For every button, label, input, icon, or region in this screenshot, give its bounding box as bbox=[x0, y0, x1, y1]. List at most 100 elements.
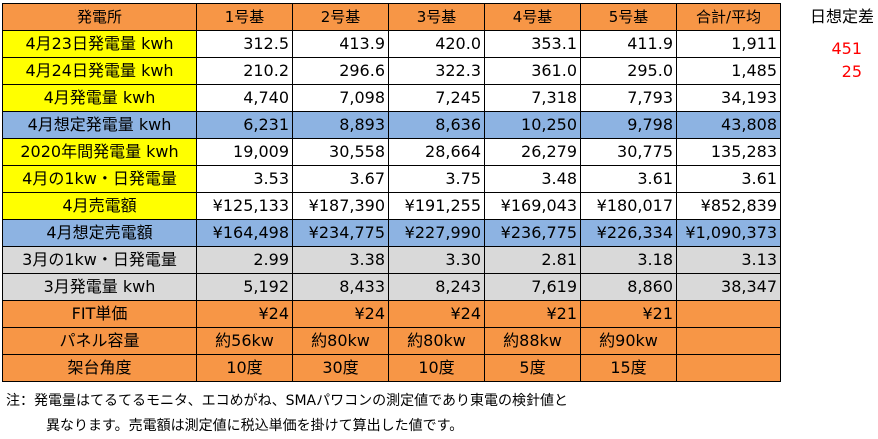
row-label: パネル容量 bbox=[2, 327, 197, 355]
table-cell bbox=[676, 300, 781, 328]
header-row: 発電所 1号基 2号基 3号基 4号基 5号基 合計/平均 bbox=[2, 3, 781, 31]
table-row: 3月発電量 kwh 5,192 8,433 8,243 7,619 8,860 … bbox=[2, 273, 781, 301]
table-cell: 312.5 bbox=[196, 30, 293, 58]
table-cell: 26,279 bbox=[484, 138, 581, 166]
generation-table: 発電所 1号基 2号基 3号基 4号基 5号基 合計/平均 4月23日発電量 k… bbox=[2, 3, 781, 382]
table-cell: ¥187,390 bbox=[292, 192, 389, 220]
table-cell: 361.0 bbox=[484, 57, 581, 85]
table-row: 4月発電量 kwh 4,740 7,098 7,245 7,318 7,793 … bbox=[2, 84, 781, 112]
row-label: 4月発電量 kwh bbox=[2, 84, 197, 112]
table-cell: 15度 bbox=[580, 354, 677, 382]
table-cell: ¥180,017 bbox=[580, 192, 677, 220]
table-cell: 135,283 bbox=[676, 138, 781, 166]
table-cell: 約80kw bbox=[388, 327, 485, 355]
table-cell: 296.6 bbox=[292, 57, 389, 85]
table-cell: 3.53 bbox=[196, 165, 293, 193]
table-cell: 7,098 bbox=[292, 84, 389, 112]
table-cell: 420.0 bbox=[388, 30, 485, 58]
table-cell: 411.9 bbox=[580, 30, 677, 58]
table-cell: 295.0 bbox=[580, 57, 677, 85]
header-unit-5: 5号基 bbox=[580, 3, 677, 31]
table-cell: 4,740 bbox=[196, 84, 293, 112]
row-label: 4月想定発電量 kwh bbox=[2, 111, 197, 139]
table-cell: ¥1,090,373 bbox=[676, 219, 781, 247]
row-label: FIT単価 bbox=[2, 300, 197, 328]
table-cell: 8,433 bbox=[292, 273, 389, 301]
table-cell: 210.2 bbox=[196, 57, 293, 85]
table-row: 4月想定売電額 ¥164,498 ¥234,775 ¥227,990 ¥236,… bbox=[2, 219, 781, 247]
table-cell: 6,231 bbox=[196, 111, 293, 139]
row-label: 4月の1kw・日発電量 bbox=[2, 165, 197, 193]
table-cell: 2.81 bbox=[484, 246, 581, 274]
row-label: 2020年間発電量 kwh bbox=[2, 138, 197, 166]
table-cell: 30度 bbox=[292, 354, 389, 382]
table-cell: ¥24 bbox=[292, 300, 389, 328]
table-row: 3月の1kw・日発電量 2.99 3.38 3.30 2.81 3.18 3.1… bbox=[2, 246, 781, 274]
table-cell: ¥227,990 bbox=[388, 219, 485, 247]
table-cell: 34,193 bbox=[676, 84, 781, 112]
table-row: 4月売電額 ¥125,133 ¥187,390 ¥191,255 ¥169,04… bbox=[2, 192, 781, 220]
table-row: FIT単価 ¥24 ¥24 ¥24 ¥21 ¥21 bbox=[2, 300, 781, 328]
table-row: 4月24日発電量 kwh 210.2 296.6 322.3 361.0 295… bbox=[2, 57, 781, 85]
table-cell: 約80kw bbox=[292, 327, 389, 355]
table-cell bbox=[676, 354, 781, 382]
table-cell: 8,636 bbox=[388, 111, 485, 139]
table-cell: 3.18 bbox=[580, 246, 677, 274]
table-cell: ¥164,498 bbox=[196, 219, 293, 247]
table-cell: 7,318 bbox=[484, 84, 581, 112]
row-label: 3月の1kw・日発電量 bbox=[2, 246, 197, 274]
table-row: 4月の1kw・日発電量 3.53 3.67 3.75 3.48 3.61 3.6… bbox=[2, 165, 781, 193]
daily-expected-diff-title: 日想定差 bbox=[809, 7, 874, 26]
table-cell: 5度 bbox=[484, 354, 581, 382]
header-unit-1: 1号基 bbox=[196, 3, 293, 31]
table-cell: 413.9 bbox=[292, 30, 389, 58]
daily-expected-diff-value: 25 bbox=[841, 62, 862, 81]
table-cell: ¥24 bbox=[388, 300, 485, 328]
table-cell: ¥21 bbox=[580, 300, 677, 328]
table-cell: 8,243 bbox=[388, 273, 485, 301]
table-cell bbox=[676, 327, 781, 355]
table-row: 架台角度 10度 30度 10度 5度 15度 bbox=[2, 354, 781, 382]
footnote-line: 異なります。売電額は測定値に税込単価を掛けて算出した値です。 bbox=[46, 418, 464, 434]
table-cell: ¥852,839 bbox=[676, 192, 781, 220]
table-cell: 19,009 bbox=[196, 138, 293, 166]
table-row: 4月23日発電量 kwh 312.5 413.9 420.0 353.1 411… bbox=[2, 30, 781, 58]
table-row: 4月想定発電量 kwh 6,231 8,893 8,636 10,250 9,7… bbox=[2, 111, 781, 139]
table-cell: 1,911 bbox=[676, 30, 781, 58]
table-cell: 7,619 bbox=[484, 273, 581, 301]
table-cell: 2.99 bbox=[196, 246, 293, 274]
table-cell: 約90kw bbox=[580, 327, 677, 355]
table-cell: ¥125,133 bbox=[196, 192, 293, 220]
table-cell: 7,793 bbox=[580, 84, 677, 112]
table-cell: 3.48 bbox=[484, 165, 581, 193]
table-cell: 322.3 bbox=[388, 57, 485, 85]
row-label: 架台角度 bbox=[2, 354, 197, 382]
table-cell: 38,347 bbox=[676, 273, 781, 301]
table-cell: 3.30 bbox=[388, 246, 485, 274]
table-cell: 8,893 bbox=[292, 111, 389, 139]
table-cell: 10度 bbox=[388, 354, 485, 382]
table-cell: 30,775 bbox=[580, 138, 677, 166]
table-cell: 43,808 bbox=[676, 111, 781, 139]
table-cell: 30,558 bbox=[292, 138, 389, 166]
table-row: パネル容量 約56kw 約80kw 約80kw 約88kw 約90kw bbox=[2, 327, 781, 355]
header-unit-4: 4号基 bbox=[484, 3, 581, 31]
row-label: 3月発電量 kwh bbox=[2, 273, 197, 301]
row-label: 4月24日発電量 kwh bbox=[2, 57, 197, 85]
table-row: 2020年間発電量 kwh 19,009 30,558 28,664 26,27… bbox=[2, 138, 781, 166]
table-cell: 353.1 bbox=[484, 30, 581, 58]
table-cell: 3.67 bbox=[292, 165, 389, 193]
table-cell: 3.61 bbox=[676, 165, 781, 193]
table-cell: 1,485 bbox=[676, 57, 781, 85]
table-cell: ¥236,775 bbox=[484, 219, 581, 247]
table-cell: 28,664 bbox=[388, 138, 485, 166]
table-cell: 3.13 bbox=[676, 246, 781, 274]
row-label: 4月想定売電額 bbox=[2, 219, 197, 247]
table-cell: 5,192 bbox=[196, 273, 293, 301]
table-cell: 3.75 bbox=[388, 165, 485, 193]
table-cell: 3.38 bbox=[292, 246, 389, 274]
header-unit-3: 3号基 bbox=[388, 3, 485, 31]
table-cell: ¥21 bbox=[484, 300, 581, 328]
table-cell: ¥226,334 bbox=[580, 219, 677, 247]
table-cell: 9,798 bbox=[580, 111, 677, 139]
